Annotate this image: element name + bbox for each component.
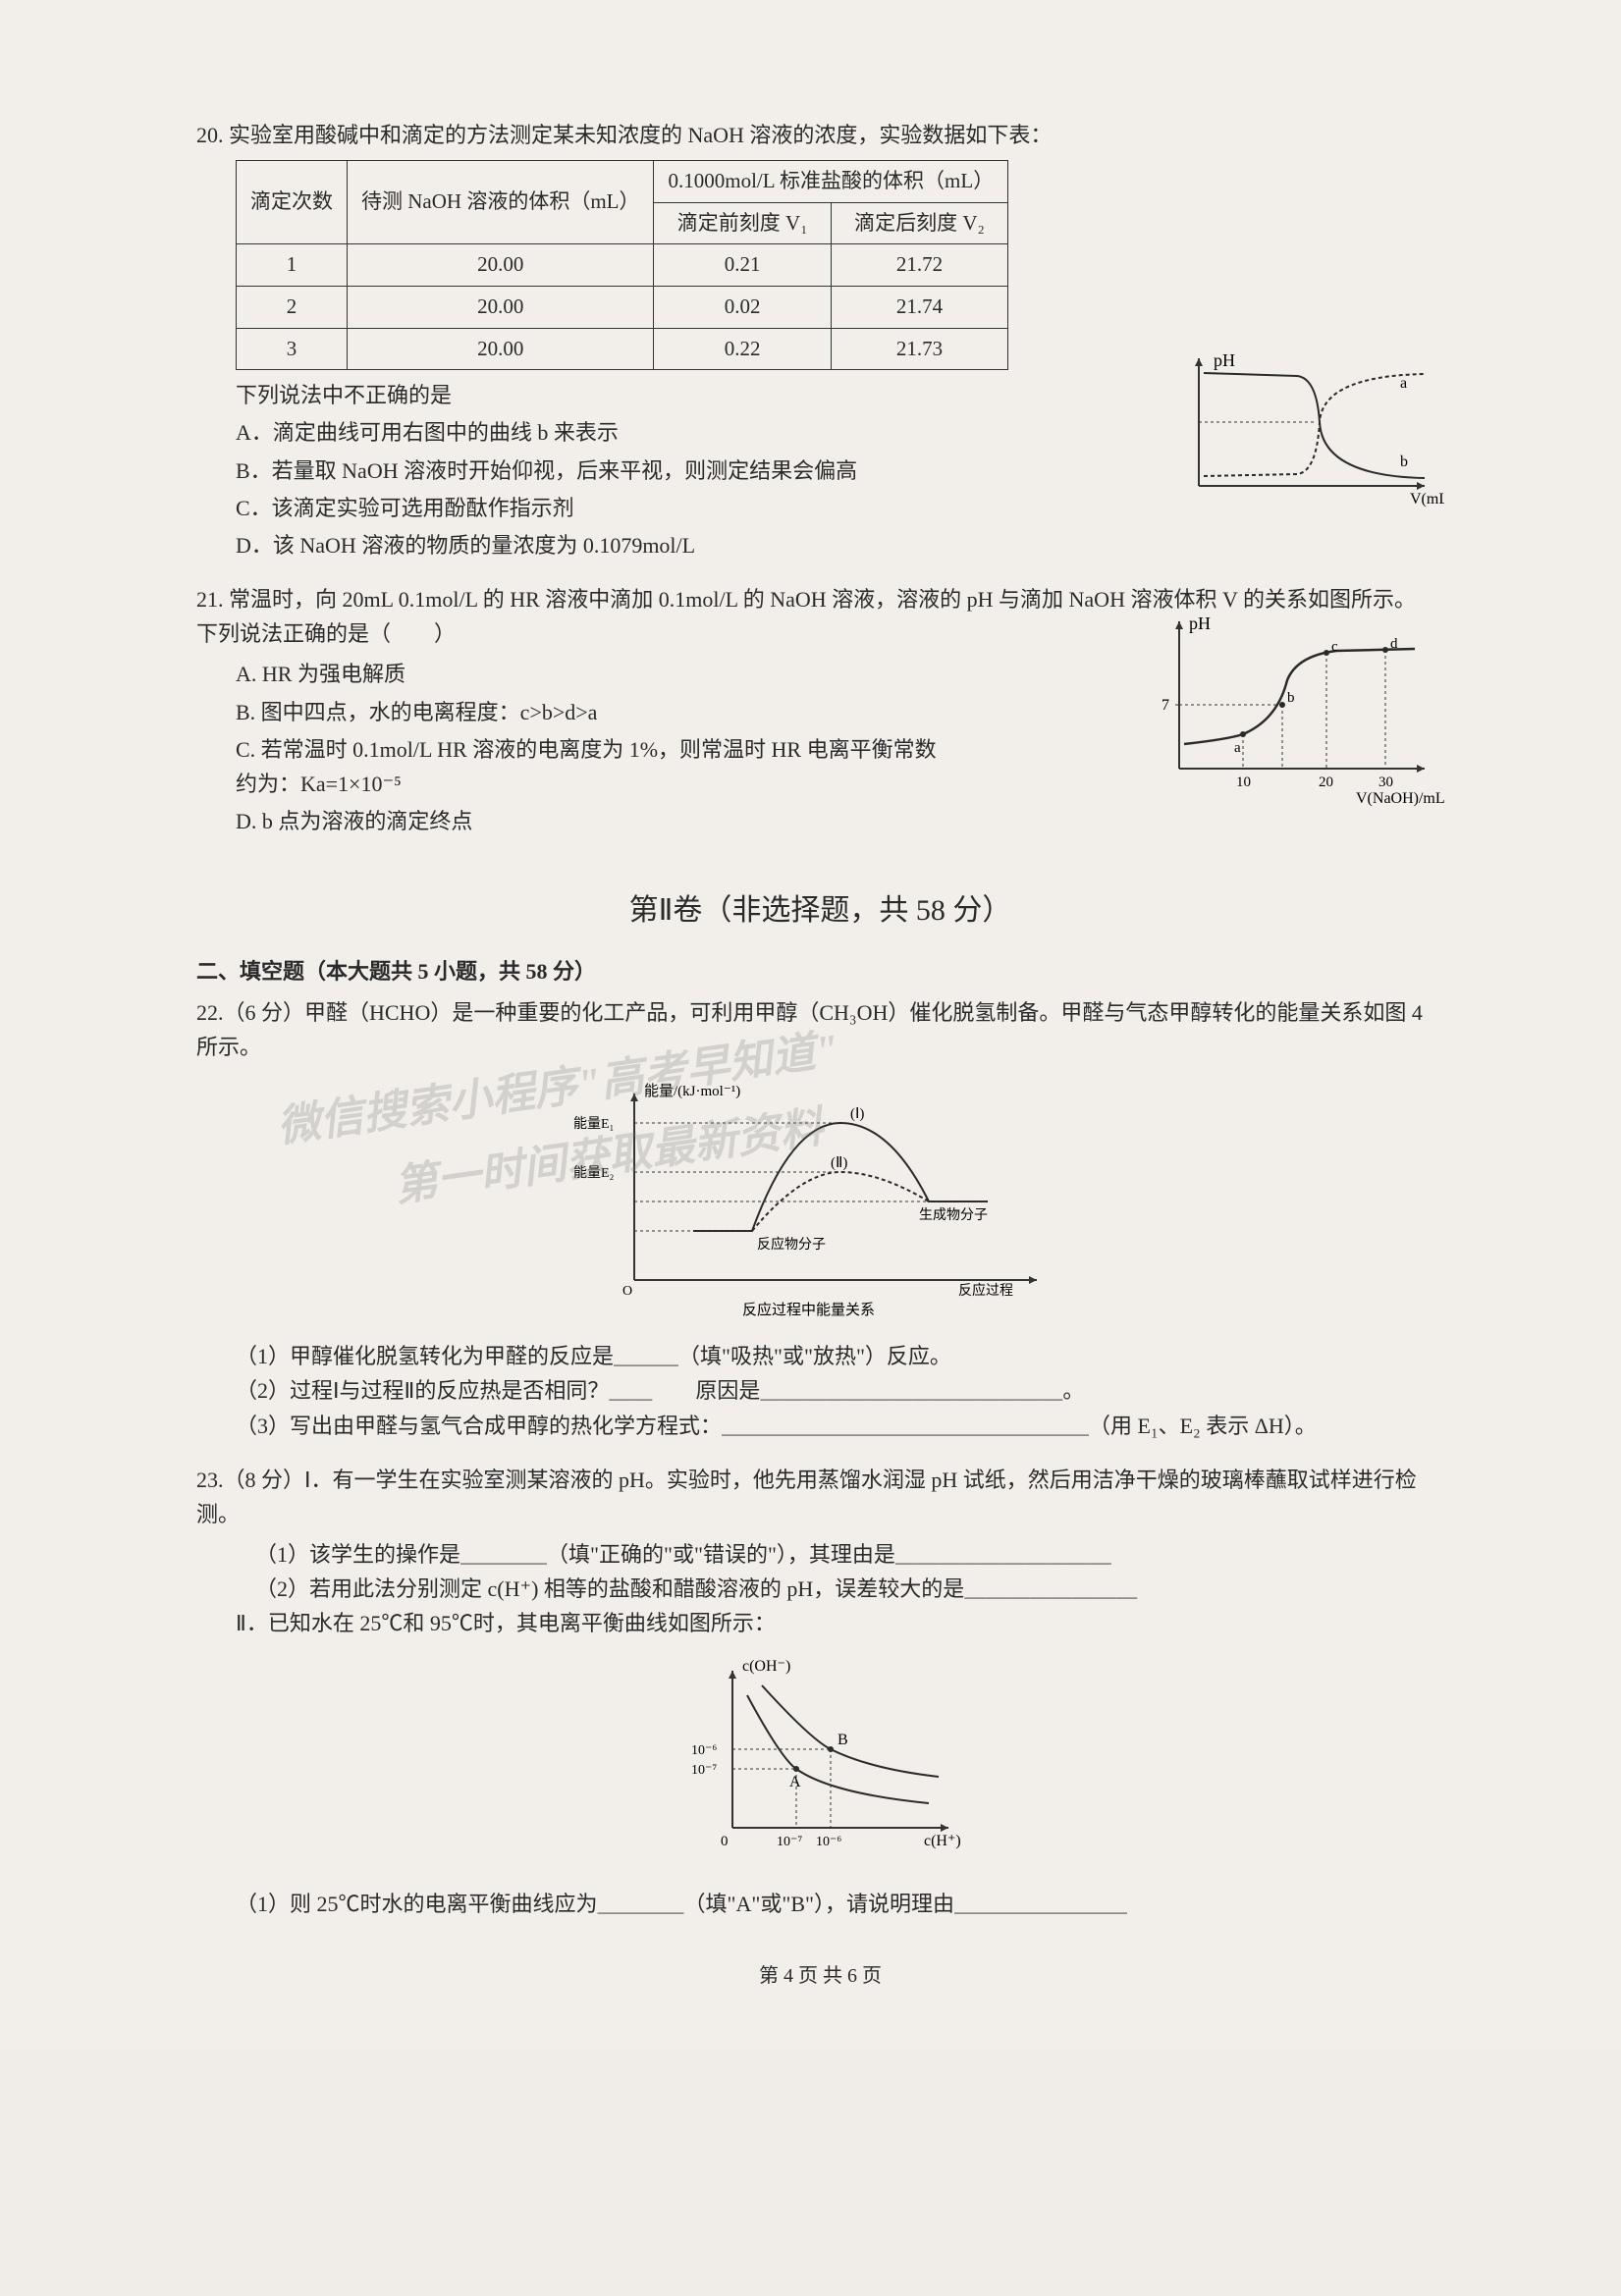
energy-diagram-icon: 能量/(kJ·mol⁻¹) 能量E₁ 能量E₂ (Ⅰ) (Ⅱ) 生成物分子 反应… bbox=[566, 1074, 1076, 1319]
table-header: 滴定次数 bbox=[237, 161, 348, 244]
option-a: A．滴定曲线可用右图中的曲线 b 来表示 bbox=[236, 415, 943, 450]
point-label: d bbox=[1390, 636, 1398, 652]
question-22: 22.（6 分）甲醛（HCHO）是一种重要的化工产品，可利用甲醇（CH₃OH）催… bbox=[196, 995, 1444, 1443]
table-cell: 20.00 bbox=[348, 244, 654, 287]
ionization-curve-icon: c(OH⁻) c(H⁺) 0 A B 10⁻⁶ 10⁻⁷ 10⁻⁷ bbox=[664, 1651, 978, 1867]
axis-label: V(NaOH)/mL bbox=[1356, 790, 1444, 807]
mark-label: (Ⅱ) bbox=[831, 1155, 847, 1171]
q23-stem: 23.（8 分）Ⅰ．有一学生在实验室测某溶液的 pH。实验时，他先用蒸馏水润湿 … bbox=[196, 1463, 1444, 1531]
point-label: c bbox=[1331, 639, 1338, 655]
table-header: 0.1000mol/L 标准盐酸的体积（mL） bbox=[654, 161, 1008, 203]
caption: 反应过程中能量关系 bbox=[742, 1301, 875, 1318]
curve-label: b bbox=[1400, 454, 1408, 470]
q20-table: 滴定次数 待测 NaOH 溶液的体积（mL） 0.1000mol/L 标准盐酸的… bbox=[236, 160, 1008, 370]
point-label: B bbox=[838, 1732, 848, 1748]
axis-label: 能量/(kJ·mol⁻¹) bbox=[644, 1083, 740, 1099]
xlabel: 反应过程 bbox=[958, 1282, 1013, 1299]
q23-sub3: （1）则 25℃时水的电离平衡曲线应为＿＿＿＿（填"A"或"B"），请说明理由＿… bbox=[236, 1887, 1444, 1921]
mark-label: (Ⅰ) bbox=[850, 1106, 864, 1122]
table-cell: 2 bbox=[237, 286, 348, 328]
table-cell: 3 bbox=[237, 328, 348, 370]
point-label: A bbox=[789, 1774, 801, 1790]
ph-curve-icon: pH V(NaOH)/mL 7 a b c d bbox=[1140, 612, 1444, 808]
table-header: 滴定后刻度 V₂ bbox=[831, 202, 1007, 244]
q20-figure: pH V(mL) a b bbox=[1169, 348, 1444, 515]
table-cell: 21.72 bbox=[831, 244, 1007, 287]
q20-stem: 20. 实验室用酸碱中和滴定的方法测定某未知浓度的 NaOH 溶液的浓度，实验数… bbox=[196, 118, 1444, 152]
q22-figure: 能量/(kJ·mol⁻¹) 能量E₁ 能量E₂ (Ⅰ) (Ⅱ) 生成物分子 反应… bbox=[196, 1074, 1444, 1329]
table-cell: 0.21 bbox=[654, 244, 831, 287]
tick-label: 7 bbox=[1162, 697, 1169, 714]
point-label: b bbox=[1287, 690, 1295, 706]
part2-title: 第Ⅱ卷（非选择题，共 58 分） bbox=[196, 887, 1444, 934]
tick-label: 10 bbox=[1236, 774, 1251, 790]
fill-heading: 二、填空题（本大题共 5 小题，共 58 分） bbox=[196, 954, 1444, 988]
q23-figure: c(OH⁻) c(H⁺) 0 A B 10⁻⁶ 10⁻⁷ 10⁻⁷ bbox=[196, 1651, 1444, 1877]
option-b: B. 图中四点，水的电离程度：c>b>d>a bbox=[236, 695, 943, 729]
table-cell: 0.02 bbox=[654, 286, 831, 328]
table-cell: 0.22 bbox=[654, 328, 831, 370]
tick-label: 10⁻⁶ bbox=[816, 1835, 841, 1849]
table-cell: 20.00 bbox=[348, 286, 654, 328]
question-21: 21. 常温时，向 20mL 0.1mol/L 的 HR 溶液中滴加 0.1mo… bbox=[196, 582, 1444, 838]
q22-sub1: （1）甲醇催化脱氢转化为甲醛的反应是＿＿＿（填"吸热"或"放热"）反应。 bbox=[236, 1339, 1444, 1373]
tick-label: 10⁻⁷ bbox=[691, 1763, 717, 1778]
question-23: 23.（8 分）Ⅰ．有一学生在实验室测某溶液的 pH。实验时，他先用蒸馏水润湿 … bbox=[196, 1463, 1444, 1921]
q23-sub1: （1）该学生的操作是＿＿＿＿（填"正确的"或"错误的"），其理由是＿＿＿＿＿＿＿… bbox=[255, 1537, 1444, 1572]
q23-sub2: （2）若用此法分别测定 c(H⁺) 相等的盐酸和醋酸溶液的 pH，误差较大的是＿… bbox=[255, 1572, 1444, 1606]
point-label: a bbox=[1234, 740, 1241, 756]
exam-page: 20. 实验室用酸碱中和滴定的方法测定某未知浓度的 NaOH 溶液的浓度，实验数… bbox=[0, 0, 1621, 2051]
q23-part2: Ⅱ．已知水在 25℃和 95℃时，其电离平衡曲线如图所示： bbox=[236, 1606, 1444, 1640]
table-cell: 20.00 bbox=[348, 328, 654, 370]
table-cell: 21.74 bbox=[831, 286, 1007, 328]
reactant-label: 反应物分子 bbox=[757, 1236, 826, 1253]
titration-curve-icon: pH V(mL) a b bbox=[1169, 348, 1444, 515]
origin-label: O bbox=[622, 1284, 632, 1299]
tick-label: 10⁻⁷ bbox=[777, 1835, 802, 1849]
product-label: 生成物分子 bbox=[919, 1207, 988, 1223]
axis-label: pH bbox=[1214, 350, 1235, 370]
q20-leadout: 下列说法中不正确的是 bbox=[236, 378, 943, 412]
option-c: C．该滴定实验可选用酚酞作指示剂 bbox=[236, 491, 943, 525]
table-cell: 21.73 bbox=[831, 328, 1007, 370]
table-header: 待测 NaOH 溶液的体积（mL） bbox=[348, 161, 654, 244]
energy-label: 能量E₂ bbox=[573, 1165, 615, 1181]
axis-label: V(mL) bbox=[1410, 491, 1444, 507]
option-c: C. 若常温时 0.1mol/L HR 溶液的电离度为 1%，则常温时 HR 电… bbox=[236, 732, 943, 801]
option-a: A. HR 为强电解质 bbox=[236, 657, 943, 691]
axis-label: pH bbox=[1189, 614, 1211, 633]
tick-label: 20 bbox=[1319, 774, 1333, 790]
option-d: D．该 NaOH 溶液的物质的量浓度为 0.1079mol/L bbox=[236, 528, 943, 562]
option-b: B．若量取 NaOH 溶液时开始仰视，后来平视，则测定结果会偏高 bbox=[236, 454, 943, 488]
energy-label: 能量E₁ bbox=[573, 1116, 614, 1132]
tick-label: 30 bbox=[1378, 774, 1393, 790]
curve-label: a bbox=[1400, 375, 1407, 392]
option-d: D. b 点为溶液的滴定终点 bbox=[236, 804, 943, 838]
table-cell: 1 bbox=[237, 244, 348, 287]
origin-label: 0 bbox=[721, 1834, 729, 1849]
axis-label: c(H⁺) bbox=[924, 1833, 961, 1849]
tick-label: 10⁻⁶ bbox=[691, 1743, 717, 1758]
q22-stem: 22.（6 分）甲醛（HCHO）是一种重要的化工产品，可利用甲醇（CH₃OH）催… bbox=[196, 995, 1444, 1064]
q22-sub2: （2）过程Ⅰ与过程Ⅱ的反应热是否相同？＿＿ 原因是＿＿＿＿＿＿＿＿＿＿＿＿＿＿。 bbox=[236, 1373, 1444, 1408]
q21-options: A. HR 为强电解质 B. 图中四点，水的电离程度：c>b>d>a C. 若常… bbox=[236, 657, 943, 838]
q20-options: 下列说法中不正确的是 A．滴定曲线可用右图中的曲线 b 来表示 B．若量取 Na… bbox=[236, 378, 943, 562]
table-header: 滴定前刻度 V₁ bbox=[654, 202, 831, 244]
page-footer: 第 4 页 共 6 页 bbox=[196, 1960, 1444, 1992]
question-20: 20. 实验室用酸碱中和滴定的方法测定某未知浓度的 NaOH 溶液的浓度，实验数… bbox=[196, 118, 1444, 562]
axis-label: c(OH⁻) bbox=[742, 1658, 790, 1675]
q22-sub3: （3）写出由甲醛与氢气合成甲醇的热化学方程式：＿＿＿＿＿＿＿＿＿＿＿＿＿＿＿＿＿… bbox=[236, 1409, 1444, 1443]
q21-figure: pH V(NaOH)/mL 7 a b c d bbox=[1140, 612, 1444, 808]
